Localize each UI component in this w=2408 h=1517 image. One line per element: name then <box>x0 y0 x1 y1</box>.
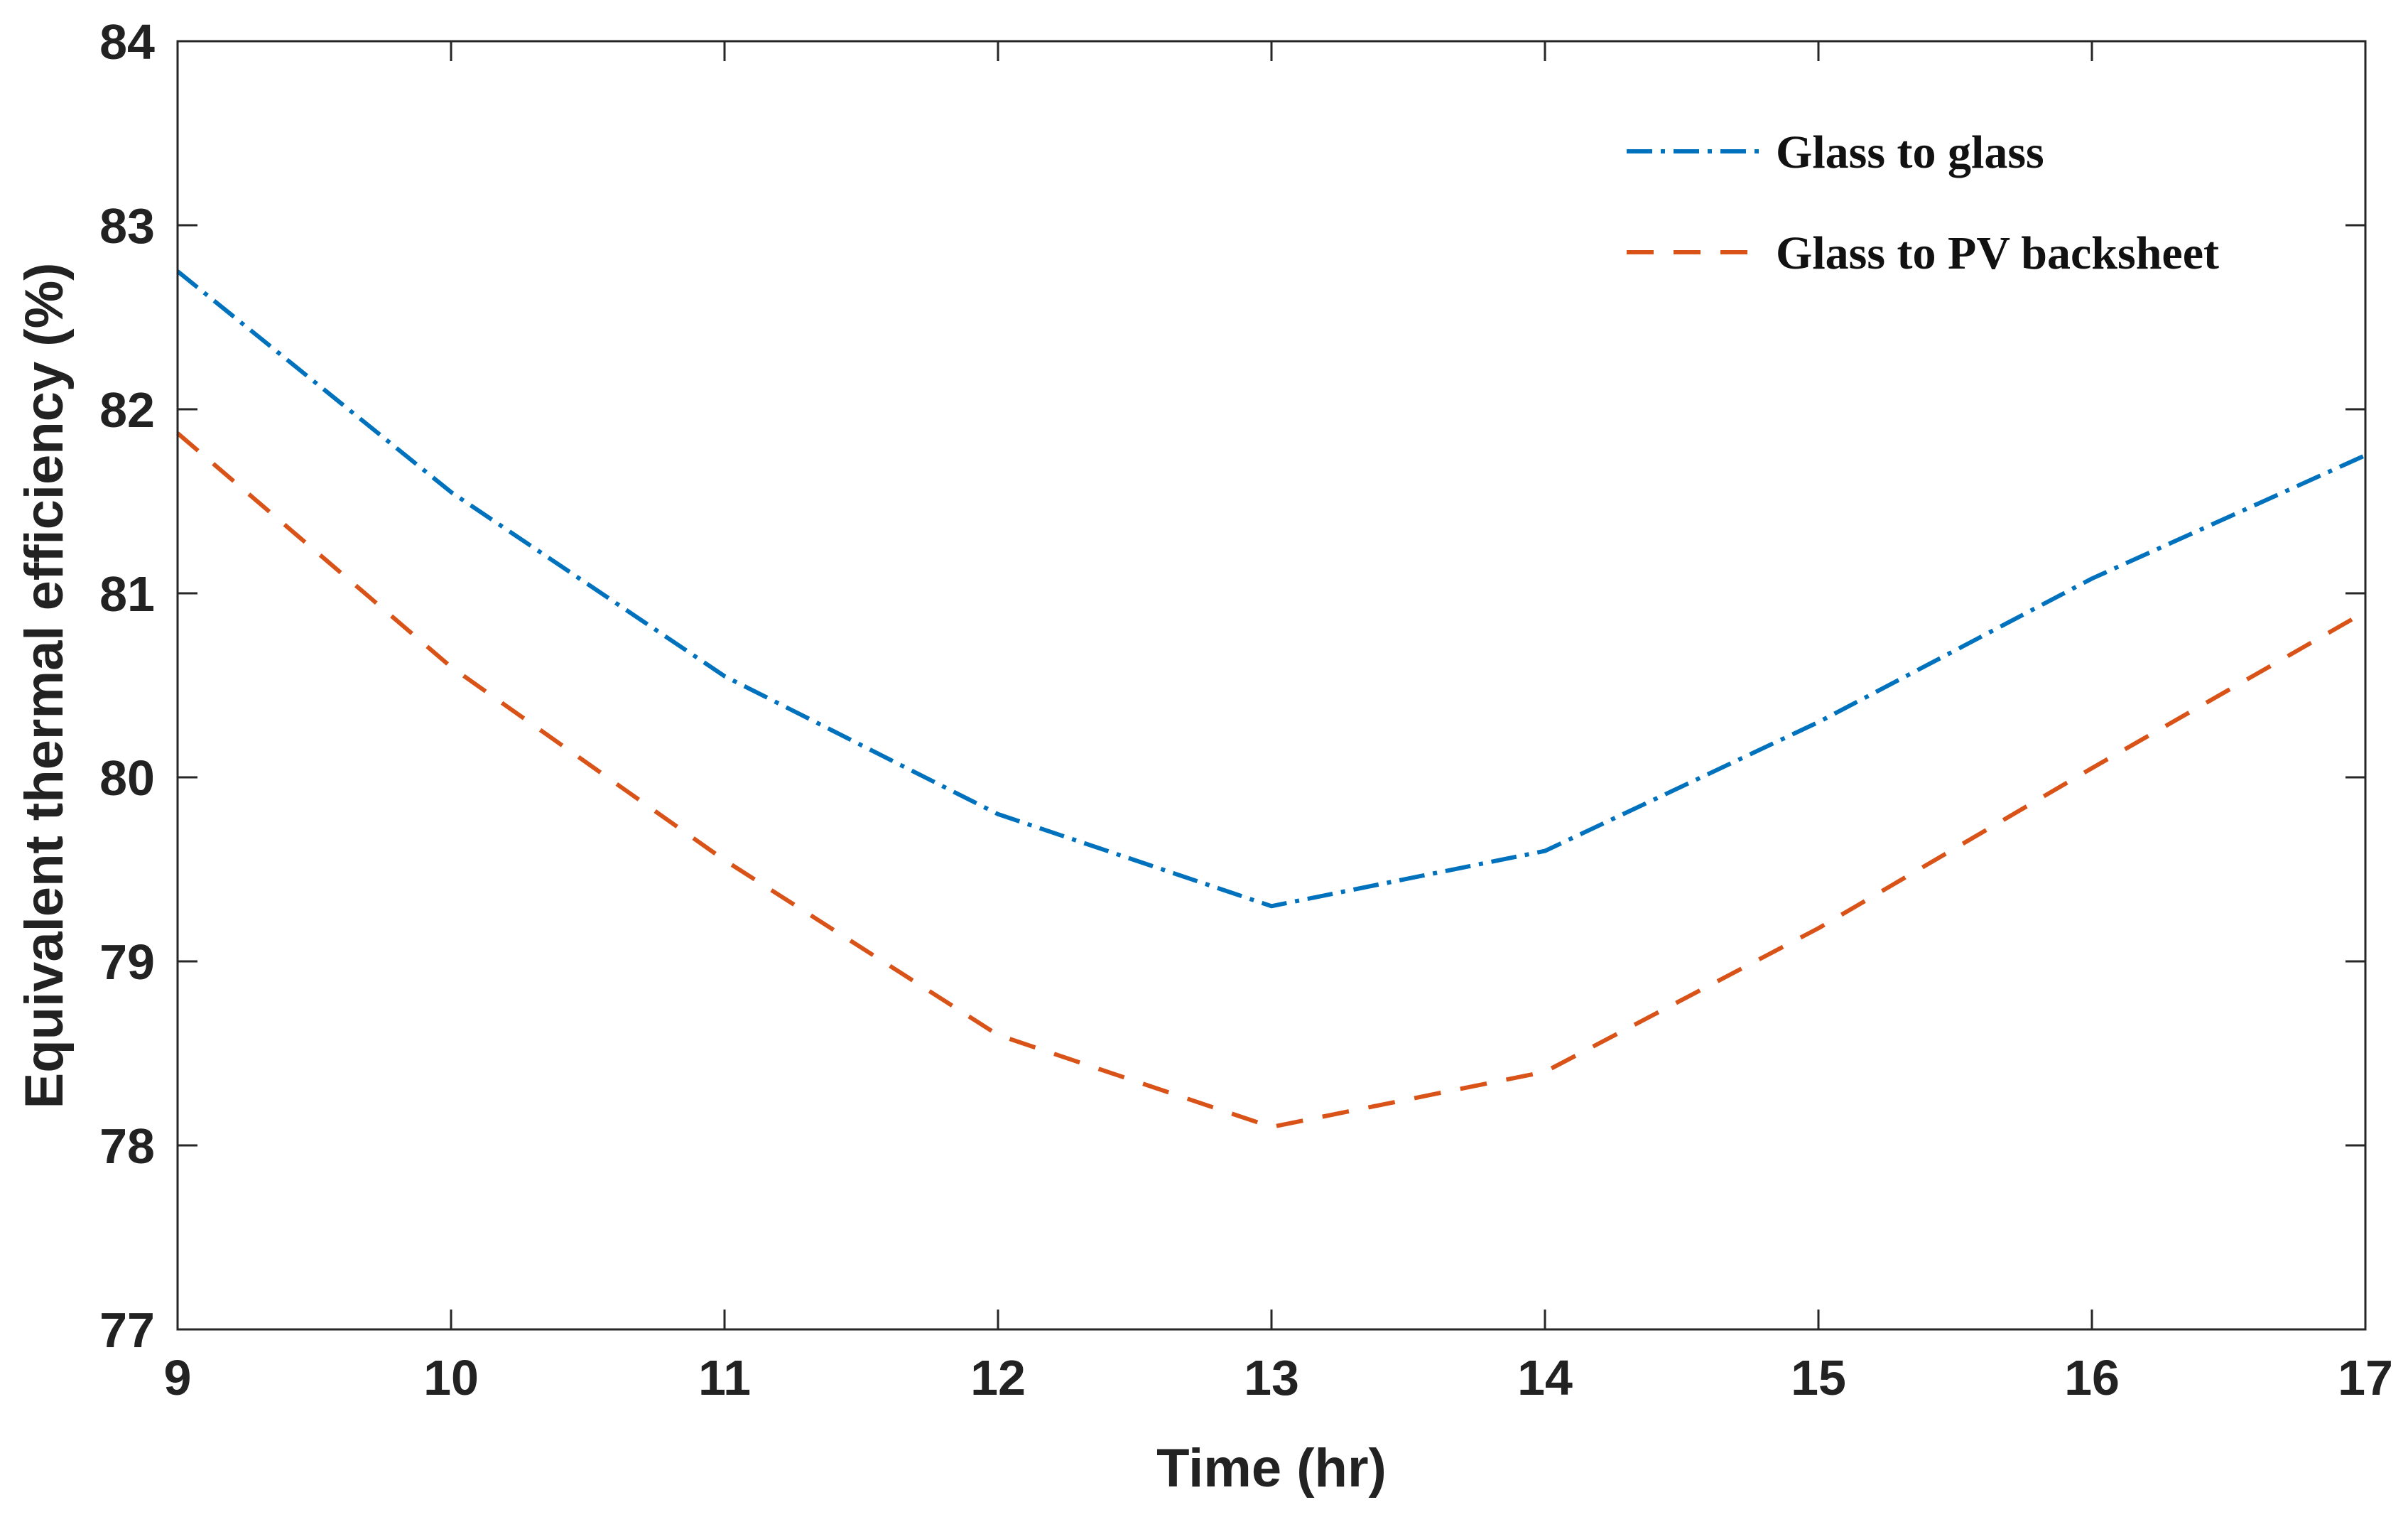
x-tick-label: 9 <box>164 1350 192 1405</box>
data-point-glass-to-pv-backsheet-11 <box>722 858 727 863</box>
data-point-glass-to-glass-10 <box>448 490 454 495</box>
data-point-glass-to-glass-15 <box>1816 719 1821 725</box>
ticks-layer <box>176 40 2367 1331</box>
x-tick-label: 17 <box>2338 1350 2393 1405</box>
data-point-glass-to-glass-14 <box>1542 848 1548 854</box>
data-point-glass-to-glass-13 <box>1269 903 1274 909</box>
y-tick-label: 82 <box>99 382 155 438</box>
x-tick-label: 13 <box>1244 1350 1299 1405</box>
y-tick-label: 77 <box>99 1302 155 1358</box>
legend: Glass to glass Glass to PV backsheet <box>1627 126 2219 279</box>
legend-label-glass-to-glass: Glass to glass <box>1776 126 2044 178</box>
data-point-glass-to-glass-11 <box>722 674 727 679</box>
legend-label-glass-to-pv-backsheet: Glass to PV backsheet <box>1776 227 2219 279</box>
x-axis-label: Time (hr) <box>1156 1438 1387 1499</box>
y-tick-label: 81 <box>99 566 155 622</box>
y-tick-label: 78 <box>99 1118 155 1174</box>
x-tick-label: 16 <box>2064 1350 2120 1405</box>
y-tick-label: 80 <box>99 750 155 806</box>
plot-area <box>176 40 2367 1331</box>
series-line-glass-to-pv-backsheet <box>176 431 2367 1130</box>
data-point-glass-to-glass-16 <box>2089 576 2095 581</box>
y-tick-label: 79 <box>99 934 155 990</box>
x-tick-labels: 9 10 11 12 13 14 15 16 17 <box>164 1350 2393 1405</box>
series-layer <box>176 269 2367 1130</box>
y-axis-label: Equivalent thermal efficiency (%) <box>14 263 75 1109</box>
x-tick-label: 15 <box>1791 1350 1846 1405</box>
x-tick-label: 14 <box>1517 1350 1573 1405</box>
series-line-glass-to-glass <box>176 269 2367 909</box>
data-point-glass-to-pv-backsheet-13 <box>1269 1124 1274 1130</box>
data-point-glass-to-pv-backsheet-10 <box>448 664 454 670</box>
data-point-glass-to-pv-backsheet-12 <box>995 1032 1001 1038</box>
data-point-glass-to-pv-backsheet-15 <box>1816 925 1821 931</box>
data-point-glass-to-pv-backsheet-16 <box>2089 765 2095 771</box>
y-tick-label: 84 <box>99 14 155 70</box>
y-tick-label: 83 <box>99 198 155 254</box>
x-tick-label: 11 <box>698 1350 751 1405</box>
x-tick-label: 12 <box>970 1350 1026 1405</box>
data-point-glass-to-pv-backsheet-14 <box>1542 1069 1548 1074</box>
y-tick-labels: 77 78 79 80 81 82 83 84 <box>99 14 155 1358</box>
x-tick-label: 10 <box>423 1350 479 1405</box>
data-point-glass-to-glass-12 <box>995 811 1001 817</box>
